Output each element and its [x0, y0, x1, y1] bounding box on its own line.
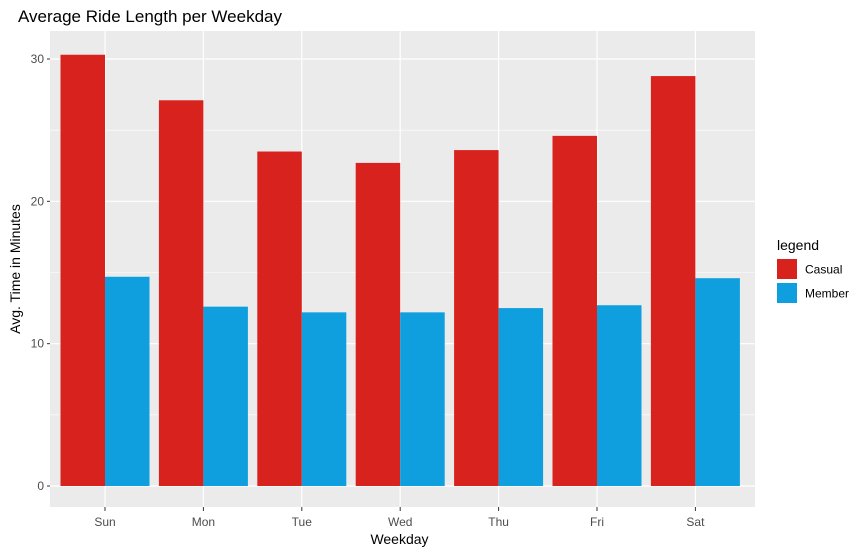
legend: legend Casual Member [777, 237, 849, 303]
bar-member-mon [203, 306, 248, 486]
bar-casual-thu [454, 150, 499, 487]
legend-label-member: Member [805, 287, 849, 301]
bar-casual-sat [650, 76, 696, 486]
x-tick-label: Thu [488, 515, 509, 529]
x-axis-ticks: Sun Mon Tue Wed Thu Fri Sat [94, 507, 705, 529]
legend-title: legend [777, 237, 819, 253]
legend-key-member [777, 283, 797, 303]
x-axis-label: Weekday [370, 531, 428, 547]
bar-member-sun [105, 276, 150, 486]
bar-member-tue [301, 312, 347, 486]
x-tick-label: Fri [590, 515, 604, 529]
bar-casual-mon [158, 100, 204, 486]
x-tick-label: Sat [686, 515, 705, 529]
bar-member-fri [597, 305, 642, 486]
y-tick-label: 0 [37, 479, 44, 493]
x-tick-label: Sun [94, 515, 115, 529]
y-tick-label: 10 [31, 337, 45, 351]
bar-casual-fri [552, 135, 597, 487]
bar-member-wed [400, 312, 445, 486]
legend-label-casual: Casual [805, 263, 842, 277]
x-tick-label: Mon [192, 515, 215, 529]
x-tick-label: Tue [292, 515, 313, 529]
y-axis-ticks: 0 10 20 30 [31, 52, 50, 493]
bar-member-sat [695, 278, 740, 486]
bar-casual-tue [257, 151, 302, 486]
legend-key-casual [777, 259, 797, 279]
y-tick-label: 30 [31, 52, 45, 66]
bar-casual-sun [60, 54, 105, 486]
y-tick-label: 20 [31, 194, 45, 208]
bar-member-thu [498, 308, 544, 486]
bars [60, 54, 740, 487]
chart-title: Average Ride Length per Weekday [18, 7, 282, 26]
x-tick-label: Wed [388, 515, 412, 529]
y-axis-label: Avg. Time in Minutes [7, 204, 23, 334]
bar-casual-wed [355, 162, 401, 487]
